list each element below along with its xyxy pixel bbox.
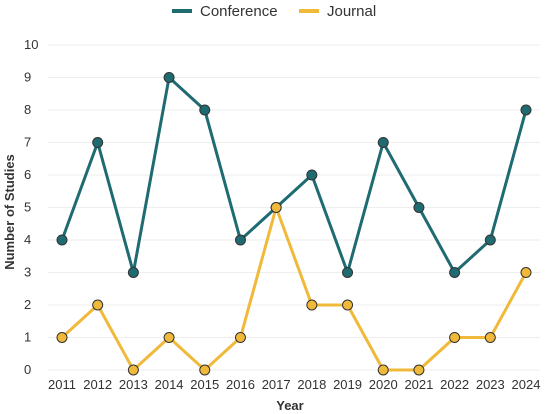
x-tick-label: 2012 xyxy=(83,377,112,392)
y-tick-label: 5 xyxy=(24,200,31,215)
data-point-conference xyxy=(127,267,139,278)
data-point-conference xyxy=(56,234,68,246)
data-point-conference xyxy=(306,169,318,181)
x-tick-label: 2011 xyxy=(48,377,76,392)
y-tick-label: 9 xyxy=(24,70,31,85)
x-tick-label: 2022 xyxy=(440,377,469,392)
x-tick-label: 2017 xyxy=(262,377,291,392)
x-tick-label: 2015 xyxy=(190,377,219,392)
data-point-conference xyxy=(484,234,496,246)
data-point-conference xyxy=(413,202,425,213)
x-axis-title: Year xyxy=(276,398,303,413)
y-tick-label: 2 xyxy=(24,297,31,312)
data-point-journal xyxy=(127,364,139,376)
data-point-conference xyxy=(234,234,246,246)
data-point-journal xyxy=(449,332,461,343)
grid xyxy=(48,44,540,371)
data-point-journal xyxy=(199,364,211,376)
x-tick-label: 2024 xyxy=(512,377,541,392)
data-point-journal xyxy=(484,332,496,343)
data-point-journal xyxy=(342,299,354,311)
data-point-journal xyxy=(234,332,246,343)
x-tick-label: 2018 xyxy=(297,377,326,392)
data-point-conference xyxy=(377,137,389,148)
data-point-journal xyxy=(377,364,389,376)
x-tick-label: 2014 xyxy=(155,377,184,392)
y-tick-label: 3 xyxy=(24,265,31,280)
series-line-conference xyxy=(60,76,528,274)
data-point-conference xyxy=(520,104,532,116)
legend-item-conference: Conference xyxy=(172,3,278,20)
y-tick-label: 8 xyxy=(24,102,31,117)
x-axis-ticks: 2011 2012 2013 2014 2015 2016 2017 2018 2019 2020… xyxy=(48,377,540,392)
legend-item-journal: Journal xyxy=(299,3,376,20)
y-axis-ticks: 0 1 2 3 4 5 6 7 8 9 10 xyxy=(24,37,38,377)
x-tick-label: 2016 xyxy=(226,377,255,392)
y-tick-label: 1 xyxy=(24,330,31,345)
y-tick-label: 7 xyxy=(24,135,31,150)
data-point-journal xyxy=(413,364,425,376)
data-point-journal xyxy=(520,267,532,278)
series-layer xyxy=(56,72,532,376)
data-point-journal xyxy=(56,332,68,343)
legend-label-conference: Conference xyxy=(200,3,278,20)
data-point-conference xyxy=(449,267,461,278)
data-point-conference xyxy=(92,137,104,148)
data-point-journal xyxy=(270,202,282,213)
data-point-journal xyxy=(163,332,175,343)
x-tick-label: 2019 xyxy=(333,377,362,392)
series-conference xyxy=(56,72,532,278)
data-point-conference xyxy=(342,267,354,278)
y-tick-label: 10 xyxy=(24,37,38,52)
data-point-journal xyxy=(92,299,104,311)
legend-label-journal: Journal xyxy=(327,3,376,20)
x-tick-label: 2021 xyxy=(404,377,433,392)
data-point-conference xyxy=(199,104,211,116)
y-tick-label: 6 xyxy=(24,167,31,182)
x-tick-label: 2013 xyxy=(119,377,148,392)
x-tick-label: 2020 xyxy=(369,377,398,392)
y-tick-label: 4 xyxy=(24,232,31,247)
data-point-conference xyxy=(163,72,175,83)
series-journal xyxy=(56,202,532,376)
data-point-journal xyxy=(306,299,318,311)
y-tick-label: 0 xyxy=(24,362,31,377)
legend: Conference Journal xyxy=(172,3,376,20)
series-line-journal xyxy=(60,206,528,372)
y-axis-title: Number of Studies xyxy=(2,154,17,270)
x-tick-label: 2023 xyxy=(476,377,505,392)
